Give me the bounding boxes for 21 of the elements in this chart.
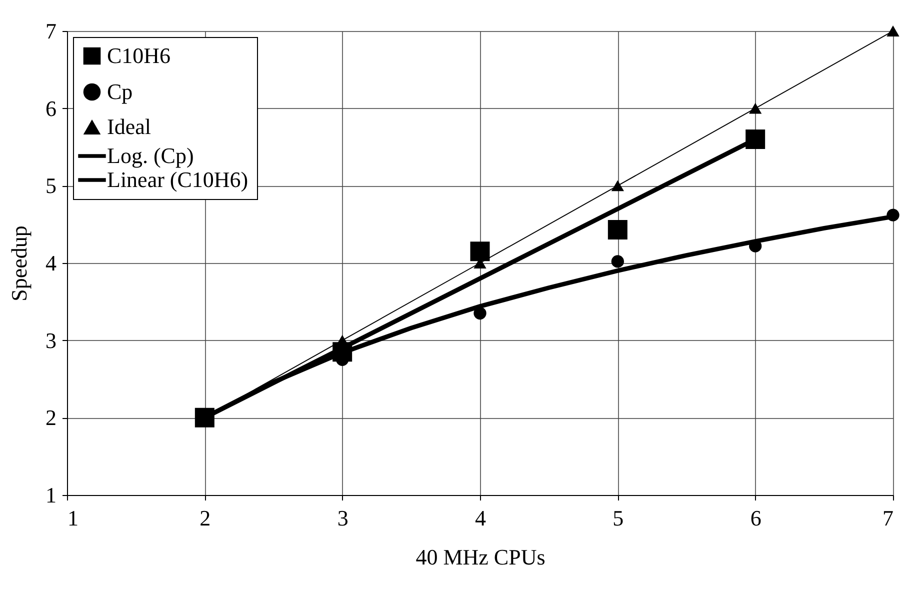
y-tick-label: 3: [46, 328, 56, 353]
y-tick-label: 7: [46, 18, 56, 44]
x-tick-label: 4: [475, 506, 486, 530]
legend-label: Linear (C10H6): [107, 167, 248, 192]
x-tick-label: 6: [750, 506, 762, 530]
y-tick-label: 6: [46, 96, 56, 121]
x-tick-label: 2: [200, 506, 211, 530]
x-tick-label: 1: [68, 506, 78, 530]
x-tick-label: 7: [882, 506, 894, 530]
legend-label: C10H6: [107, 43, 171, 68]
x-tick-label: 3: [337, 506, 348, 530]
y-tick-label: 2: [46, 405, 56, 430]
y-tick-label: 1: [46, 482, 56, 508]
legend-label: Cp: [107, 79, 133, 104]
x-tick-label: 5: [612, 506, 624, 530]
legend-label: Ideal: [107, 114, 151, 139]
legend-label: Log. (Cp): [107, 143, 194, 168]
y-tick-label: 5: [46, 173, 56, 198]
y-axis-title: Speedup: [6, 226, 32, 302]
y-tick-label: 4: [46, 250, 56, 276]
x-axis-title: 40 MHz CPUs: [416, 544, 546, 570]
